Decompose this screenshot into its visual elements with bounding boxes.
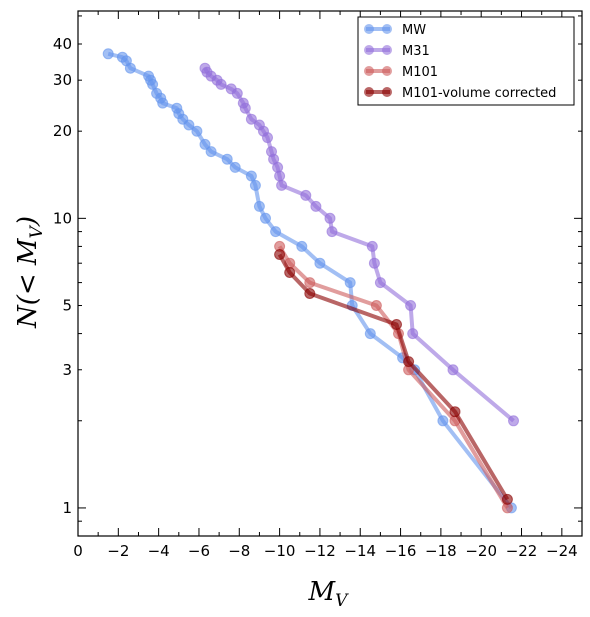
x-tick-label: −24 xyxy=(546,542,578,560)
data-point xyxy=(304,277,316,289)
data-point xyxy=(437,415,449,427)
x-tick-label: −12 xyxy=(304,542,336,560)
data-point xyxy=(270,226,282,238)
x-tick-label: −4 xyxy=(148,542,170,560)
data-point xyxy=(296,240,308,252)
data-point xyxy=(310,200,322,212)
data-point xyxy=(191,125,203,137)
y-tick-label: 1 xyxy=(62,499,72,517)
data-point xyxy=(229,161,241,173)
data-point xyxy=(276,179,288,191)
y-tick-label: 10 xyxy=(53,209,72,227)
legend-item: M101-volume corrected xyxy=(364,86,556,101)
data-point xyxy=(157,97,169,109)
y-tick-label: 3 xyxy=(62,361,72,379)
data-point xyxy=(344,277,356,289)
data-point xyxy=(374,277,386,289)
series-1 xyxy=(199,62,519,427)
data-point xyxy=(253,200,265,212)
data-point xyxy=(403,356,415,368)
legend-label: M31 xyxy=(402,44,430,59)
x-tick-label: −10 xyxy=(264,542,296,560)
data-point xyxy=(221,153,233,165)
x-tick-label: 0 xyxy=(73,542,83,560)
x-axis-title: MV xyxy=(308,577,350,611)
x-tick-label: −14 xyxy=(344,542,376,560)
legend-marker xyxy=(364,87,374,97)
y-axis-title: N(< MV) xyxy=(13,216,47,329)
data-point xyxy=(124,62,136,74)
data-point xyxy=(102,48,114,60)
legend-marker xyxy=(364,24,374,34)
data-point xyxy=(284,267,296,278)
x-tick-label: −8 xyxy=(228,542,250,560)
x-tick-label: −18 xyxy=(425,542,457,560)
legend-label: M101 xyxy=(402,65,438,80)
data-point xyxy=(239,102,251,114)
data-point xyxy=(249,179,261,191)
legend-item: MW xyxy=(364,23,426,38)
y-tick-label: 40 xyxy=(53,35,72,53)
data-point xyxy=(314,257,326,269)
legend-item: M101 xyxy=(364,65,438,80)
data-point xyxy=(245,113,257,125)
legend-label: M101-volume corrected xyxy=(402,86,556,101)
data-point xyxy=(368,257,380,269)
data-point xyxy=(501,493,513,505)
data-point xyxy=(260,212,271,224)
data-point xyxy=(370,300,382,311)
data-point xyxy=(405,300,417,311)
y-tick-label: 30 xyxy=(53,71,72,89)
data-point xyxy=(364,328,376,340)
legend-marker xyxy=(382,45,392,55)
legend-marker xyxy=(364,45,374,55)
x-tick-label: −6 xyxy=(188,542,210,560)
data-point xyxy=(205,146,217,158)
series-2 xyxy=(274,240,513,514)
legend-marker xyxy=(382,87,392,97)
data-point xyxy=(274,170,286,182)
data-point xyxy=(274,249,286,260)
series-group xyxy=(102,48,519,514)
data-point xyxy=(300,189,312,201)
data-point xyxy=(183,119,195,131)
data-point xyxy=(391,319,402,330)
data-point xyxy=(147,78,159,90)
y-tick-label: 20 xyxy=(53,122,72,140)
legend: MW M31 M101 M101-volume corrected xyxy=(357,16,575,106)
x-tick-label: −20 xyxy=(465,542,497,560)
y-tick-label: 5 xyxy=(62,297,72,315)
data-point xyxy=(199,138,211,150)
plot-frame xyxy=(77,10,583,537)
data-point xyxy=(407,328,419,340)
data-point xyxy=(245,170,257,182)
legend-box xyxy=(357,16,575,106)
x-tick-label: −2 xyxy=(107,542,129,560)
data-point xyxy=(215,78,227,90)
legend-marker xyxy=(382,66,392,76)
x-tick-label: −22 xyxy=(506,542,538,560)
x-tick-label: −16 xyxy=(385,542,417,560)
data-point xyxy=(449,406,461,418)
legend-marker xyxy=(364,66,374,76)
data-point xyxy=(304,288,316,299)
data-point xyxy=(326,226,338,238)
data-point xyxy=(324,212,336,224)
legend-item: M31 xyxy=(364,44,430,59)
data-point xyxy=(447,364,459,376)
axes: 0 −2 −4 −6 −8 −10 −12 −14 −16 −18 −20 −22 −24 1 3 5 10 20… xyxy=(53,10,583,560)
data-point xyxy=(262,132,273,144)
legend-label: MW xyxy=(402,23,426,38)
data-point xyxy=(231,87,243,99)
series-3 xyxy=(274,249,513,505)
data-point xyxy=(508,415,519,427)
legend-marker xyxy=(382,24,392,34)
data-point xyxy=(366,240,378,252)
